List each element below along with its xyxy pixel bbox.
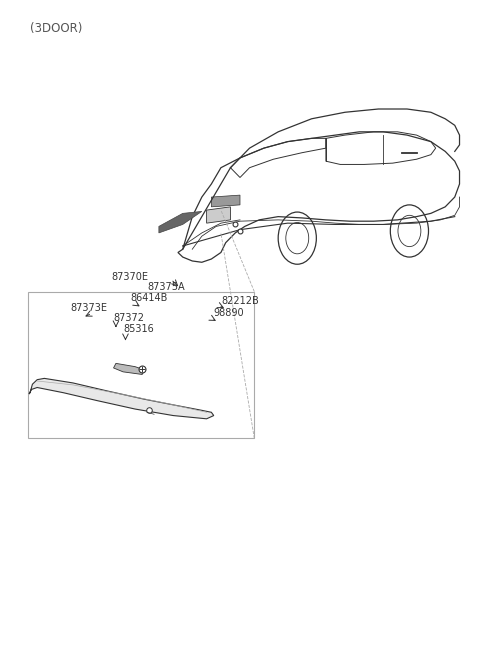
Polygon shape [29,379,214,419]
Text: 86414B: 86414B [130,293,168,303]
Polygon shape [114,364,144,375]
Text: 87373E: 87373E [71,303,108,313]
Polygon shape [159,212,202,233]
Text: 98890: 98890 [214,308,244,318]
Text: 82212B: 82212B [221,297,259,307]
Text: 87375A: 87375A [147,282,185,292]
Polygon shape [211,195,240,207]
Bar [28,291,254,438]
Text: 87372: 87372 [114,312,144,323]
Polygon shape [206,207,230,223]
Text: (3DOOR): (3DOOR) [30,22,83,35]
Text: 87370E: 87370E [111,272,148,282]
Text: 85316: 85316 [123,324,154,335]
